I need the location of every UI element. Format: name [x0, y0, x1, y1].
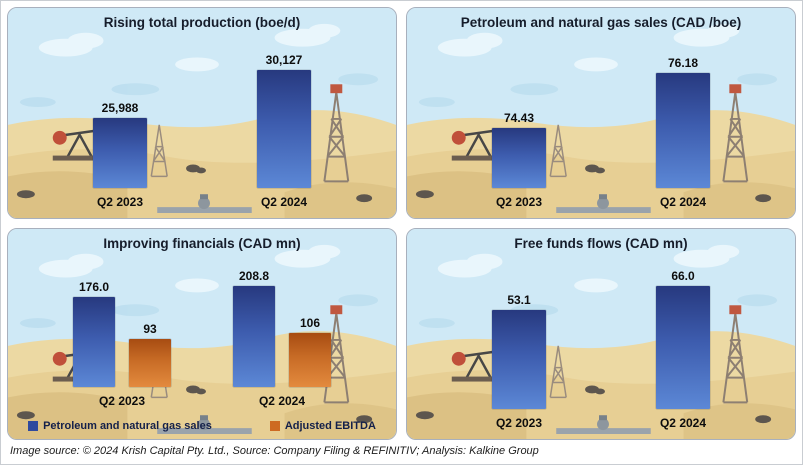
category-label: Q2 2023 [495, 195, 543, 209]
bar-ebitda-q2-2024 [289, 332, 331, 387]
category-label: Q2 2024 [258, 394, 306, 408]
bar-group-q2-2024: 208.8 106 Q2 2024 [233, 269, 331, 408]
bar-q2-2023 [93, 118, 147, 188]
bar-chart-production: 25,988 Q2 2023 30,127 Q2 2024 [38, 48, 366, 209]
bar-value-label: 176.0 [78, 279, 110, 294]
bar-value-label: 66.0 [671, 269, 695, 283]
bar-value-label: 74.43 [503, 110, 535, 125]
bar-group: 74.43 Q2 2023 [492, 48, 546, 209]
bar-value-label: 53.1 [507, 292, 531, 307]
category-label: Q2 2024 [260, 195, 308, 209]
category-label: Q2 2023 [96, 195, 144, 209]
bar-group: 53.1 Q2 2023 [492, 269, 546, 430]
bar-col-sales: 176.0 [73, 269, 115, 387]
legend-label-sales: Petroleum and natural gas sales [43, 420, 212, 432]
category-label: Q2 2024 [659, 195, 707, 209]
bar-group: 66.0 Q2 2024 [656, 269, 710, 430]
bar-group: 30,127 Q2 2024 [257, 48, 311, 209]
bar-q2-2023 [492, 127, 546, 188]
panel-free-funds-flows: Free funds flows (CAD mn) 53.1 Q2 2023 6… [406, 228, 796, 440]
bar-value-label: 106 [299, 315, 321, 330]
chart-title: Rising total production (boe/d) [103, 15, 301, 30]
category-label: Q2 2024 [659, 416, 707, 430]
legend-item-ebitda: Adjusted EBITDA [269, 420, 376, 432]
bar-value-label: 93 [143, 322, 157, 337]
bar-q2-2024 [656, 286, 710, 409]
bar-q2-2024 [257, 69, 311, 188]
chart-legend: Petroleum and natural gas sales Adjusted… [8, 420, 396, 432]
category-label: Q2 2023 [495, 416, 543, 430]
bar-sales-q2-2023 [73, 296, 115, 387]
bar-chart-sales-per-boe: 74.43 Q2 2023 76.18 Q2 2024 [437, 48, 765, 209]
legend-swatch-orange [269, 421, 280, 431]
legend-swatch-blue [28, 421, 39, 431]
category-label: Q2 2023 [98, 394, 146, 408]
chart-title: Improving financials (CAD mn) [103, 236, 301, 251]
bar-group: 25,988 Q2 2023 [93, 48, 147, 209]
bar-ebitda-q2-2023 [129, 339, 171, 387]
bar-value-label: 25,988 [101, 101, 139, 116]
bar-col-ebitda: 106 [289, 269, 331, 387]
panel-rising-total-production: Rising total production (boe/d) 25,988 Q… [7, 7, 397, 219]
bar-value-label: 76.18 [667, 56, 699, 71]
chart-title: Free funds flows (CAD mn) [514, 236, 688, 251]
chart-title: Petroleum and natural gas sales (CAD /bo… [460, 15, 742, 30]
bar-group-q2-2023: 176.0 93 Q2 2023 [73, 269, 171, 408]
bar-col-ebitda: 93 [129, 269, 171, 387]
bar-q2-2023 [492, 309, 546, 409]
legend-label-ebitda: Adjusted EBITDA [284, 420, 376, 432]
source-caption: Image source: © 2024 Krish Capital Pty. … [10, 444, 539, 457]
bar-q2-2024 [656, 73, 710, 188]
legend-item-sales: Petroleum and natural gas sales [28, 420, 212, 432]
bar-chart-free-funds: 53.1 Q2 2023 66.0 Q2 2024 [437, 269, 765, 430]
bar-value-label: 30,127 [265, 52, 303, 67]
bar-chart-financials: 176.0 93 Q2 2023 208.8 106 [42, 269, 362, 408]
bar-group: 76.18 Q2 2024 [656, 48, 710, 209]
charts-grid: Rising total production (boe/d) 25,988 Q… [7, 7, 796, 440]
bar-sales-q2-2024 [233, 286, 275, 387]
panel-gas-sales-per-boe: Petroleum and natural gas sales (CAD /bo… [406, 7, 796, 219]
panel-improving-financials: Improving financials (CAD mn) 176.0 93 Q… [7, 228, 397, 440]
bar-col-sales: 208.8 [233, 269, 275, 387]
bar-value-label: 208.8 [238, 269, 270, 283]
